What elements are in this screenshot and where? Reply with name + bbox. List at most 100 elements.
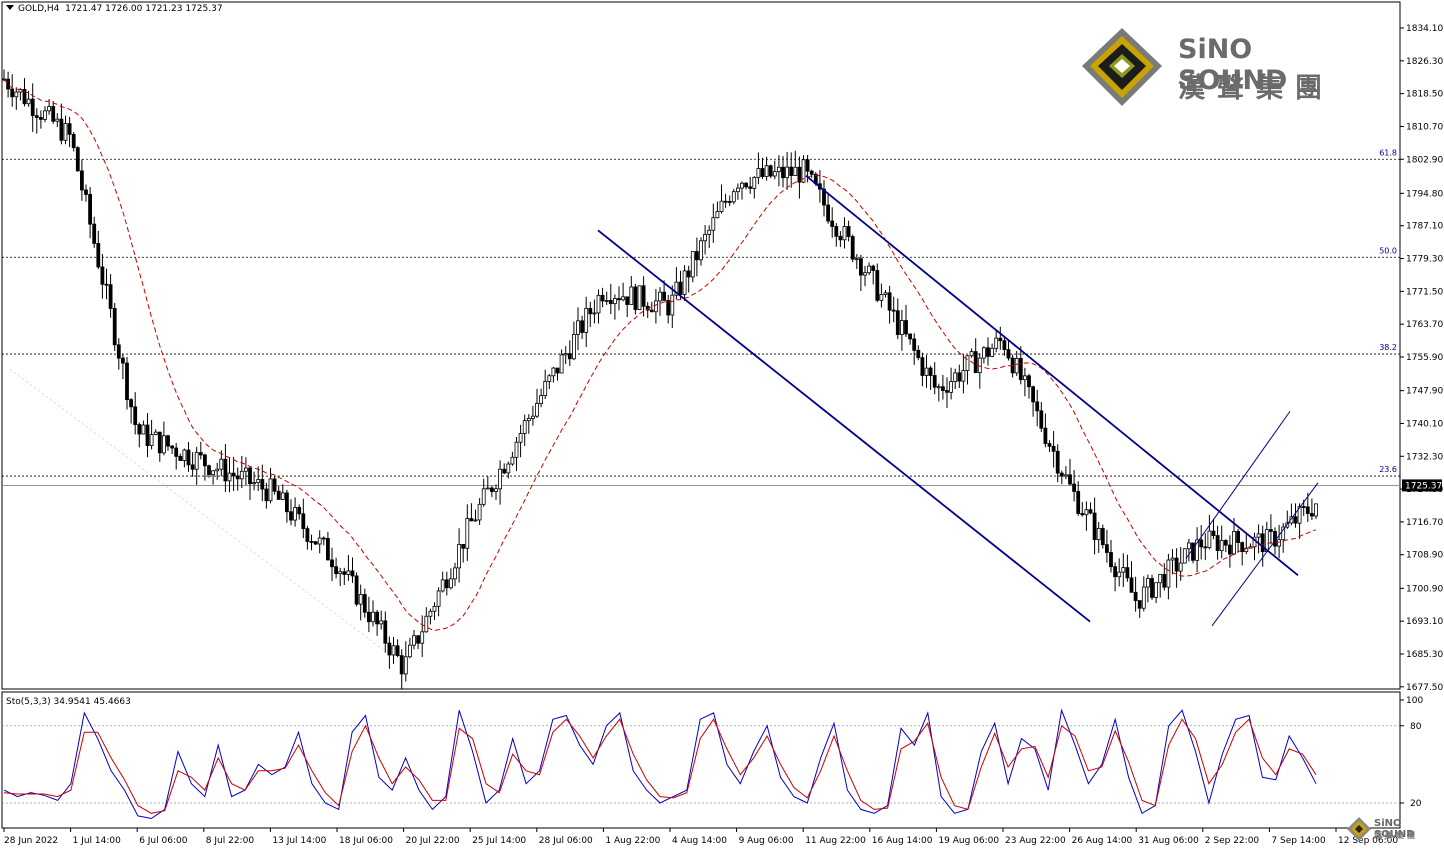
uptrend-channel-lower (1211, 482, 1319, 627)
candle-body (994, 337, 999, 349)
price-tick-label: 1708.90 (1406, 551, 1443, 561)
candle-body (30, 98, 35, 117)
candle-body (1203, 546, 1208, 549)
candle-body (920, 357, 925, 376)
candle-body (576, 320, 580, 335)
candle-body (284, 492, 289, 513)
candle-body (703, 234, 707, 242)
candle-body (715, 211, 720, 219)
candle-body (141, 424, 146, 435)
candle-body (682, 270, 687, 295)
candle-body (1051, 445, 1056, 452)
price-tick-label: 1802.90 (1406, 155, 1443, 165)
candle-body (420, 631, 425, 644)
candle-body (690, 251, 695, 278)
candle-body (1129, 577, 1134, 593)
candle-body (190, 464, 195, 470)
candle-body (88, 194, 92, 225)
ohlc-values: 1721.47 1726.00 1721.23 1725.37 (65, 4, 223, 14)
candle-body (719, 200, 724, 212)
logo-brand-text: SiNO SOUND (1178, 34, 1288, 96)
candle-body (658, 291, 662, 302)
candle-body (1297, 506, 1302, 524)
candle-body (215, 468, 220, 472)
candle-body (43, 110, 47, 120)
candle-body (22, 89, 27, 105)
candle-body (900, 320, 904, 335)
candle-body (211, 470, 216, 475)
downtrend-channel-lower (597, 229, 1091, 623)
chart-header: GOLD,H4 1721.47 1726.00 1721.23 1725.37 (6, 4, 223, 14)
candle-body (932, 375, 937, 388)
candle-body (1277, 539, 1281, 547)
candle-body (649, 309, 654, 313)
candle-body (1301, 506, 1306, 508)
candle-body (223, 458, 228, 482)
candle-body (1236, 531, 1240, 543)
time-tick-label: 28 Jul 06:00 (539, 836, 593, 846)
candle-body (1293, 516, 1298, 524)
candle-body (1072, 483, 1076, 492)
chevron-down-icon[interactable] (6, 5, 14, 10)
watermark-logo: SiNO SOUND 漢聲集團 (1346, 816, 1442, 844)
candle-body (531, 415, 535, 419)
candle-body (863, 272, 867, 276)
candle-body (1117, 571, 1122, 578)
faint-trend-line (9, 368, 386, 652)
candle-body (1232, 531, 1236, 555)
candle-body (1174, 557, 1179, 572)
time-tick-label: 7 Sep 14:00 (1271, 836, 1326, 846)
time-tick-label: 23 Aug 22:00 (1005, 836, 1066, 846)
time-tick-label: 8 Jul 22:00 (206, 836, 255, 846)
candle-body (772, 171, 777, 177)
stochastic-panel-border (1, 691, 1401, 829)
candle-body (235, 475, 240, 480)
candle-body (637, 285, 642, 310)
candle-body (149, 434, 154, 446)
downtrend-channel-upper (805, 174, 1299, 577)
candle-body (248, 467, 252, 485)
candle-body (108, 284, 113, 309)
price-tick-label: 1677.50 (1406, 683, 1443, 693)
candle-body (1018, 358, 1023, 381)
candle-body (502, 468, 507, 474)
price-tick-label: 1740.10 (1406, 419, 1443, 429)
candle-body (1006, 349, 1011, 359)
fib-level-label: 50.0 (1379, 246, 1397, 255)
price-tick-label: 1787.10 (1406, 222, 1443, 232)
candle-body (129, 399, 134, 408)
stochastic-values: 34.9541 45.4663 (53, 697, 131, 707)
candle-body (1211, 530, 1216, 536)
candle-body (289, 511, 293, 521)
candle-body (535, 403, 539, 417)
candle-body (26, 98, 31, 105)
candle-body (317, 537, 322, 545)
candle-body (604, 300, 609, 302)
chart-frame (1, 1, 1401, 829)
candle-body (731, 191, 736, 203)
candle-body (1084, 509, 1089, 516)
candle-body (674, 281, 679, 296)
candle-body (986, 347, 990, 357)
candle-body (157, 431, 162, 454)
candle-body (1240, 542, 1245, 553)
uptrend-channel-upper (1185, 410, 1291, 559)
candle-body (727, 201, 732, 203)
time-axis: 28 Jun 2022 1 Jul 14:00 6 Jul 06:00 8 Jul 2… (3, 828, 1398, 846)
candle-body (629, 286, 634, 305)
candle-body (321, 537, 326, 540)
time-tick-label: 16 Aug 14:00 (872, 836, 933, 846)
candle-body (485, 487, 490, 490)
candle-body (313, 541, 318, 545)
candle-body (961, 370, 966, 382)
candle-body (666, 300, 671, 316)
candle-body (1027, 375, 1031, 388)
candle-body (194, 452, 199, 470)
candle-body (330, 559, 334, 568)
candle-body (969, 351, 974, 357)
candle-body (1105, 544, 1109, 553)
moving-average-path (3, 78, 1317, 632)
stochastic-tick-label: 100 (1406, 696, 1423, 706)
candle-body (432, 605, 437, 612)
